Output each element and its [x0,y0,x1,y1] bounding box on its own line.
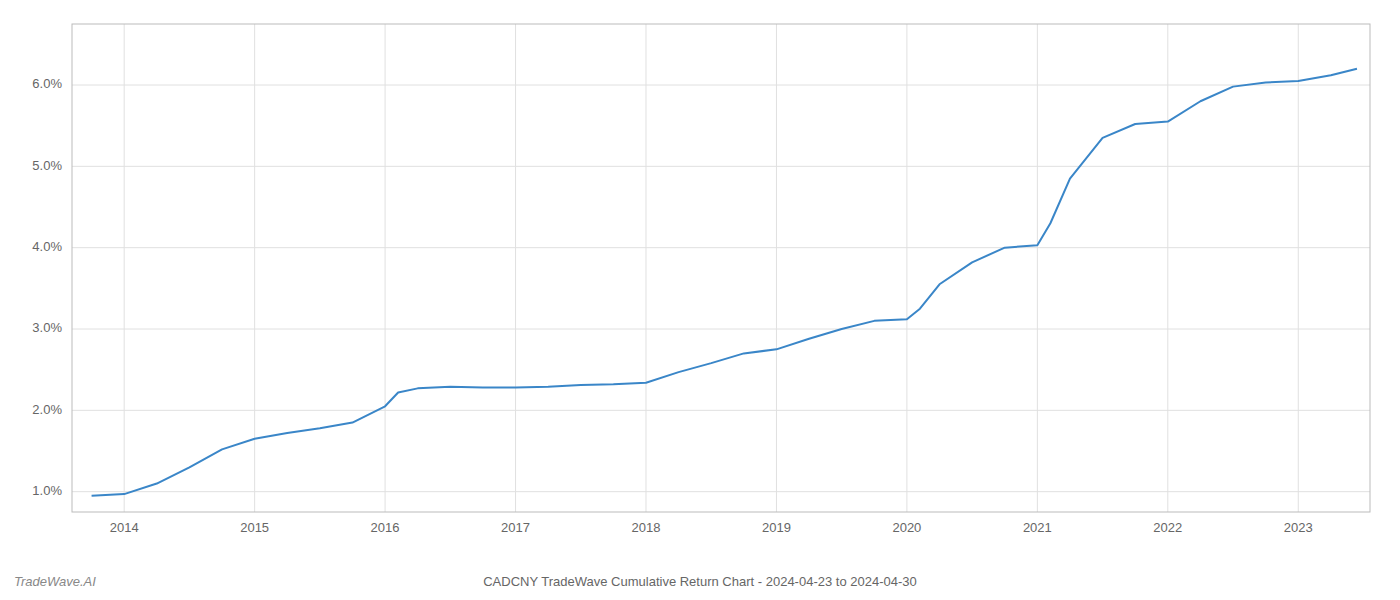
y-tick-label: 4.0% [32,239,62,254]
x-tick-label: 2022 [1153,520,1182,535]
y-tick-label: 3.0% [32,320,62,335]
watermark: TradeWave.AI [14,574,96,589]
x-tick-label: 2017 [501,520,530,535]
y-grid-line [72,166,1370,167]
y-grid-line [72,410,1370,411]
plot-area [92,69,1357,496]
grid [72,24,1370,512]
x-grid-line [385,24,386,512]
x-grid-line [1298,24,1299,512]
y-grid-line [72,329,1370,330]
background [0,0,1400,600]
x-tick-label: 2023 [1284,520,1313,535]
y-grid-line [72,491,1370,492]
x-tick-label: 2020 [892,520,921,535]
title: CADCNY TradeWave Cumulative Return Chart… [483,574,917,589]
x-grid-line [124,24,125,512]
plot-frame [72,24,1370,512]
x-tick-label: 2014 [110,520,139,535]
y-grid-line [72,85,1370,86]
x-tick-label: 2016 [371,520,400,535]
x-tick-label: 2021 [1023,520,1052,535]
x-grid-line [776,24,777,512]
line [92,69,1357,496]
y-tick-label: 1.0% [32,483,62,498]
ticks: 1.0% 2.0% 3.0% 4.0% 5.0% 6.0% 2014 2015 2016 2017… [32,76,1312,535]
x-grid-line [1037,24,1038,512]
x-grid-line [515,24,516,512]
y-grid-line [72,247,1370,248]
x-tick-label: 2015 [240,520,269,535]
y-tick-label: 5.0% [32,158,62,173]
y-tick-label: 6.0% [32,76,62,91]
chart: 1.0% 2.0% 3.0% 4.0% 5.0% 6.0% 2014 2015 2016 2017… [0,0,1400,600]
x-grid-line [645,24,646,512]
x-tick-label: 2019 [762,520,791,535]
x-grid-line [1167,24,1168,512]
y-tick-label: 2.0% [32,402,62,417]
x-tick-label: 2018 [632,520,661,535]
x-grid-line [906,24,907,512]
